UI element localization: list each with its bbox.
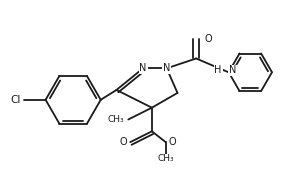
Text: N: N [139, 63, 147, 73]
Text: CH₃: CH₃ [157, 154, 174, 163]
Text: N: N [229, 65, 236, 75]
Text: CH₃: CH₃ [108, 115, 124, 124]
Text: N: N [163, 63, 170, 73]
Text: O: O [120, 137, 127, 147]
Text: O: O [168, 137, 176, 147]
Text: Cl: Cl [11, 95, 21, 105]
Text: H: H [214, 65, 222, 75]
Text: O: O [204, 34, 212, 44]
